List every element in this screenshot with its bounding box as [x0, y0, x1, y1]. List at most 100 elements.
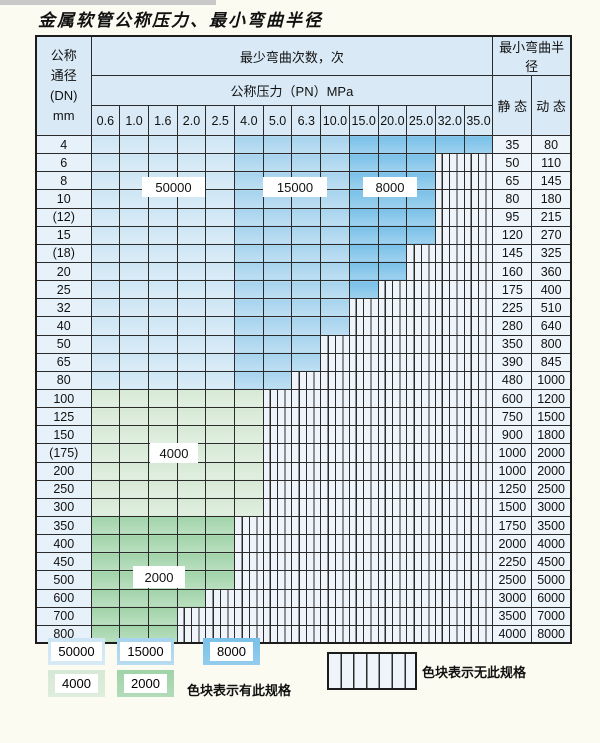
cycle-spec-cell-2000 — [90, 570, 121, 590]
no-spec-cell — [463, 243, 494, 263]
no-spec-cell — [377, 298, 408, 318]
cycle-spec-cell-50000 — [119, 171, 149, 191]
cycle-spec-cell-50000 — [90, 261, 121, 282]
cycle-spec-cell-50000 — [176, 261, 207, 282]
cycle-spec-cell-15000 — [291, 207, 322, 227]
no-spec-cell — [434, 189, 465, 209]
no-spec-cell — [406, 461, 436, 481]
no-spec-cell — [348, 534, 379, 554]
dynamic-radius-cell: 800 — [531, 334, 572, 354]
dn-cell: 40 — [35, 316, 92, 336]
no-spec-cell — [205, 606, 236, 626]
no-spec-cell — [348, 606, 379, 626]
dynamic-radius-cell: 215 — [531, 207, 572, 227]
cycle-spec-cell-8000 — [406, 153, 436, 173]
cycle-spec-cell-50000 — [205, 207, 236, 227]
static-radius-cell: 4000 — [492, 624, 533, 644]
dn-cell: 500 — [35, 570, 92, 590]
no-spec-cell — [434, 370, 465, 390]
cycle-spec-cell-4000 — [234, 461, 264, 481]
cycle-spec-cell-8000 — [348, 225, 379, 245]
cycle-spec-cell-4000 — [147, 461, 178, 481]
no-spec-cell — [320, 552, 350, 572]
no-spec-cell — [348, 515, 379, 536]
table-row: 32 225 510 — [35, 298, 572, 318]
table-row: (175) 1000 2000 — [35, 443, 572, 463]
cycle-spec-cell-4000 — [119, 461, 149, 481]
no-spec-cell — [434, 171, 465, 191]
no-spec-cell — [320, 407, 350, 427]
legend-swatch-label: 2000 — [124, 674, 167, 693]
cycles-title-cell: 最少弯曲次数，次 — [90, 35, 494, 76]
cycle-spec-cell-50000 — [90, 171, 121, 191]
cycle-spec-cell-4000 — [234, 425, 264, 445]
static-radius-cell: 35 — [492, 134, 533, 155]
no-spec-cell — [291, 552, 322, 572]
cycle-spec-cell-2000 — [90, 515, 121, 536]
cycle-spec-cell-50000 — [176, 207, 207, 227]
pressure-header-cell: 4.0 — [234, 105, 264, 136]
cycle-spec-cell-50000 — [90, 153, 121, 173]
dynamic-radius-cell: 1200 — [531, 388, 572, 409]
dn-cell: 10 — [35, 189, 92, 209]
no-spec-cell — [463, 624, 494, 644]
cycle-spec-cell-15000 — [262, 225, 293, 245]
legend-has-spec-text: 色块表示有此规格 — [187, 683, 292, 698]
cycle-spec-cell-4000 — [205, 497, 236, 517]
cycle-spec-cell-15000 — [291, 280, 322, 300]
no-spec-cell — [434, 388, 465, 409]
cycle-spec-cell-4000 — [205, 461, 236, 481]
cycle-spec-cell-4000 — [119, 407, 149, 427]
pressure-header-cell: 6.3 — [291, 105, 322, 136]
static-radius-cell: 480 — [492, 370, 533, 390]
cycle-spec-cell-50000 — [147, 352, 178, 372]
cycle-spec-cell-15000 — [234, 243, 264, 263]
no-spec-cell — [320, 606, 350, 626]
no-spec-cell — [406, 334, 436, 354]
cycle-spec-cell-50000 — [90, 243, 121, 263]
static-radius-cell: 900 — [492, 425, 533, 445]
cycle-spec-cell-15000 — [320, 225, 350, 245]
no-spec-cell — [406, 243, 436, 263]
radius-title-cell: 最小弯曲半径 — [492, 35, 572, 76]
no-spec-cell — [377, 515, 408, 536]
cycle-spec-cell-50000 — [147, 153, 178, 173]
legend-swatch-label: 15000 — [120, 642, 171, 661]
dynamic-radius-cell: 4000 — [531, 534, 572, 554]
cycle-spec-cell-15000 — [234, 352, 264, 372]
pressure-title-cell: 公称压力（PN）MPa — [90, 75, 494, 106]
no-spec-cell — [348, 570, 379, 590]
cycle-spec-cell-50000 — [119, 225, 149, 245]
pressure-header-cell: 5.0 — [262, 105, 293, 136]
dn-header-line: mm — [52, 108, 75, 123]
no-spec-cell — [406, 370, 436, 390]
cycle-spec-cell-50000 — [90, 316, 121, 336]
dynamic-radius-cell: 80 — [531, 134, 572, 155]
no-spec-cell — [463, 153, 494, 173]
no-spec-cell — [463, 479, 494, 499]
table-row: 25 175 400 — [35, 280, 572, 300]
no-spec-cell — [434, 352, 465, 372]
cycles-overlay-label: 15000 — [263, 177, 327, 197]
cycle-spec-cell-4000 — [147, 497, 178, 517]
cycle-spec-cell-2000 — [205, 570, 236, 590]
no-spec-cell — [320, 497, 350, 517]
no-spec-cell — [234, 606, 264, 626]
no-spec-cell — [463, 497, 494, 517]
dn-cell: (175) — [35, 443, 92, 463]
dn-header-line: 公称 — [50, 48, 77, 63]
cycle-spec-cell-8000 — [377, 153, 408, 173]
cycle-spec-cell-15000 — [262, 243, 293, 263]
table-row: 4 35 80 — [35, 134, 572, 155]
no-spec-cell — [377, 280, 408, 300]
no-spec-cell — [377, 461, 408, 481]
cycle-spec-cell-50000 — [90, 207, 121, 227]
cycle-spec-cell-15000 — [262, 207, 293, 227]
table-row: 100 600 1200 — [35, 388, 572, 409]
dynamic-radius-cell: 110 — [531, 153, 572, 173]
no-spec-cell — [463, 606, 494, 626]
cycle-spec-cell-2000 — [90, 552, 121, 572]
dn-cell: (18) — [35, 243, 92, 263]
cycle-spec-cell-15000 — [262, 316, 293, 336]
cycle-spec-cell-8000 — [377, 134, 408, 155]
